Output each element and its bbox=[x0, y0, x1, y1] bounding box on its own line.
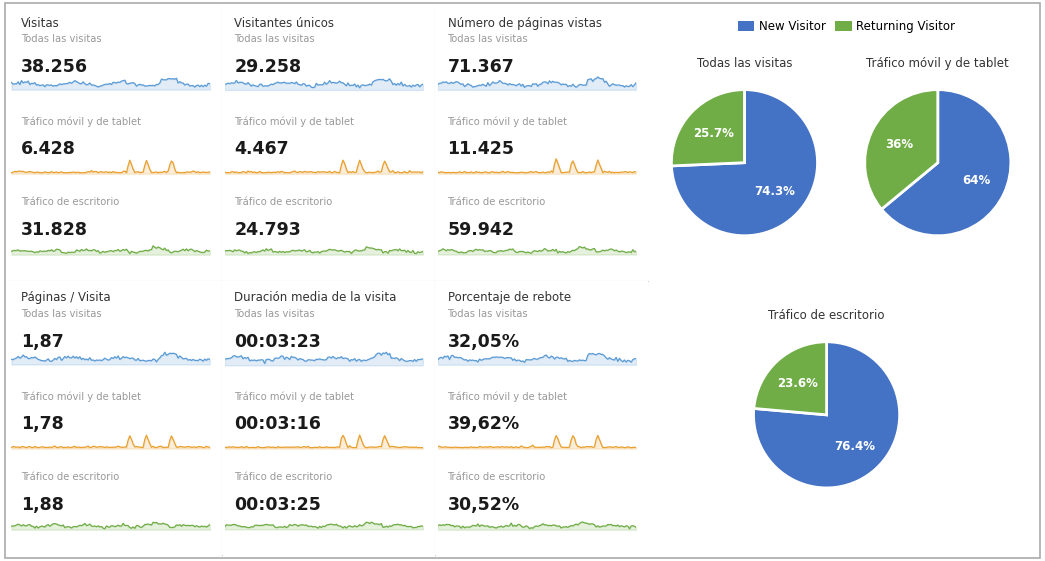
Text: 38.256: 38.256 bbox=[21, 58, 88, 76]
Text: Todas las visitas: Todas las visitas bbox=[234, 34, 315, 44]
Text: 23.6%: 23.6% bbox=[777, 377, 818, 390]
Text: Tráfico de escritorio: Tráfico de escritorio bbox=[21, 472, 119, 481]
Text: Porcentaje de rebote: Porcentaje de rebote bbox=[447, 292, 571, 305]
Text: 71.367: 71.367 bbox=[447, 58, 514, 76]
Text: 39,62%: 39,62% bbox=[447, 415, 519, 433]
Text: 30,52%: 30,52% bbox=[447, 496, 519, 514]
Text: Tráfico móvil y de tablet: Tráfico móvil y de tablet bbox=[234, 117, 354, 127]
Text: 11.425: 11.425 bbox=[447, 140, 514, 158]
Text: 4.467: 4.467 bbox=[234, 140, 289, 158]
Text: 36%: 36% bbox=[885, 138, 913, 151]
Wedge shape bbox=[672, 90, 817, 236]
Text: 25.7%: 25.7% bbox=[694, 127, 735, 140]
Text: Visitas: Visitas bbox=[21, 17, 60, 30]
Text: Tráfico móvil y de tablet: Tráfico móvil y de tablet bbox=[447, 392, 567, 402]
Wedge shape bbox=[882, 90, 1011, 236]
Text: Tráfico de escritorio: Tráfico de escritorio bbox=[447, 472, 545, 481]
Text: Páginas / Visita: Páginas / Visita bbox=[21, 292, 111, 305]
Text: 6.428: 6.428 bbox=[21, 140, 76, 158]
Text: 1,87: 1,87 bbox=[21, 333, 64, 351]
Text: 59.942: 59.942 bbox=[447, 222, 514, 240]
Text: 64%: 64% bbox=[962, 174, 991, 187]
Text: Tráfico móvil y de tablet: Tráfico móvil y de tablet bbox=[447, 117, 567, 127]
Legend: New Visitor, Returning Visitor: New Visitor, Returning Visitor bbox=[738, 20, 955, 33]
Text: 1,78: 1,78 bbox=[21, 415, 64, 433]
Text: 29.258: 29.258 bbox=[234, 58, 301, 76]
Text: 00:03:23: 00:03:23 bbox=[234, 333, 321, 351]
Text: Tráfico móvil y de tablet: Tráfico móvil y de tablet bbox=[21, 117, 141, 127]
Text: 32,05%: 32,05% bbox=[447, 333, 519, 351]
Text: Tráfico móvil y de tablet: Tráfico móvil y de tablet bbox=[234, 392, 354, 402]
Title: Tráfico móvil y de tablet: Tráfico móvil y de tablet bbox=[866, 57, 1009, 70]
Text: Todas las visitas: Todas las visitas bbox=[234, 309, 315, 319]
Text: 24.793: 24.793 bbox=[234, 222, 301, 240]
Text: Tráfico móvil y de tablet: Tráfico móvil y de tablet bbox=[21, 392, 141, 402]
Text: Visitantes únicos: Visitantes únicos bbox=[234, 17, 334, 30]
Text: Número de páginas vistas: Número de páginas vistas bbox=[447, 17, 602, 30]
Title: Tráfico de escritorio: Tráfico de escritorio bbox=[768, 309, 885, 323]
Title: Todas las visitas: Todas las visitas bbox=[697, 57, 792, 70]
Text: Todas las visitas: Todas las visitas bbox=[21, 34, 101, 44]
Text: Tráfico de escritorio: Tráfico de escritorio bbox=[21, 197, 119, 206]
Text: Duración media de la visita: Duración media de la visita bbox=[234, 292, 397, 305]
Text: 76.4%: 76.4% bbox=[835, 440, 876, 453]
Text: 31.828: 31.828 bbox=[21, 222, 88, 240]
Text: Todas las visitas: Todas las visitas bbox=[21, 309, 101, 319]
Wedge shape bbox=[671, 90, 744, 166]
Text: 74.3%: 74.3% bbox=[754, 186, 795, 199]
Text: Todas las visitas: Todas las visitas bbox=[447, 34, 528, 44]
Text: Todas las visitas: Todas las visitas bbox=[447, 309, 528, 319]
Text: 1,88: 1,88 bbox=[21, 496, 64, 514]
Wedge shape bbox=[753, 342, 900, 488]
Text: 00:03:25: 00:03:25 bbox=[234, 496, 321, 514]
Text: Tráfico de escritorio: Tráfico de escritorio bbox=[234, 472, 332, 481]
Text: 00:03:16: 00:03:16 bbox=[234, 415, 321, 433]
Text: Tráfico de escritorio: Tráfico de escritorio bbox=[234, 197, 332, 206]
Text: Tráfico de escritorio: Tráfico de escritorio bbox=[447, 197, 545, 206]
Wedge shape bbox=[864, 90, 937, 209]
Wedge shape bbox=[753, 342, 827, 415]
